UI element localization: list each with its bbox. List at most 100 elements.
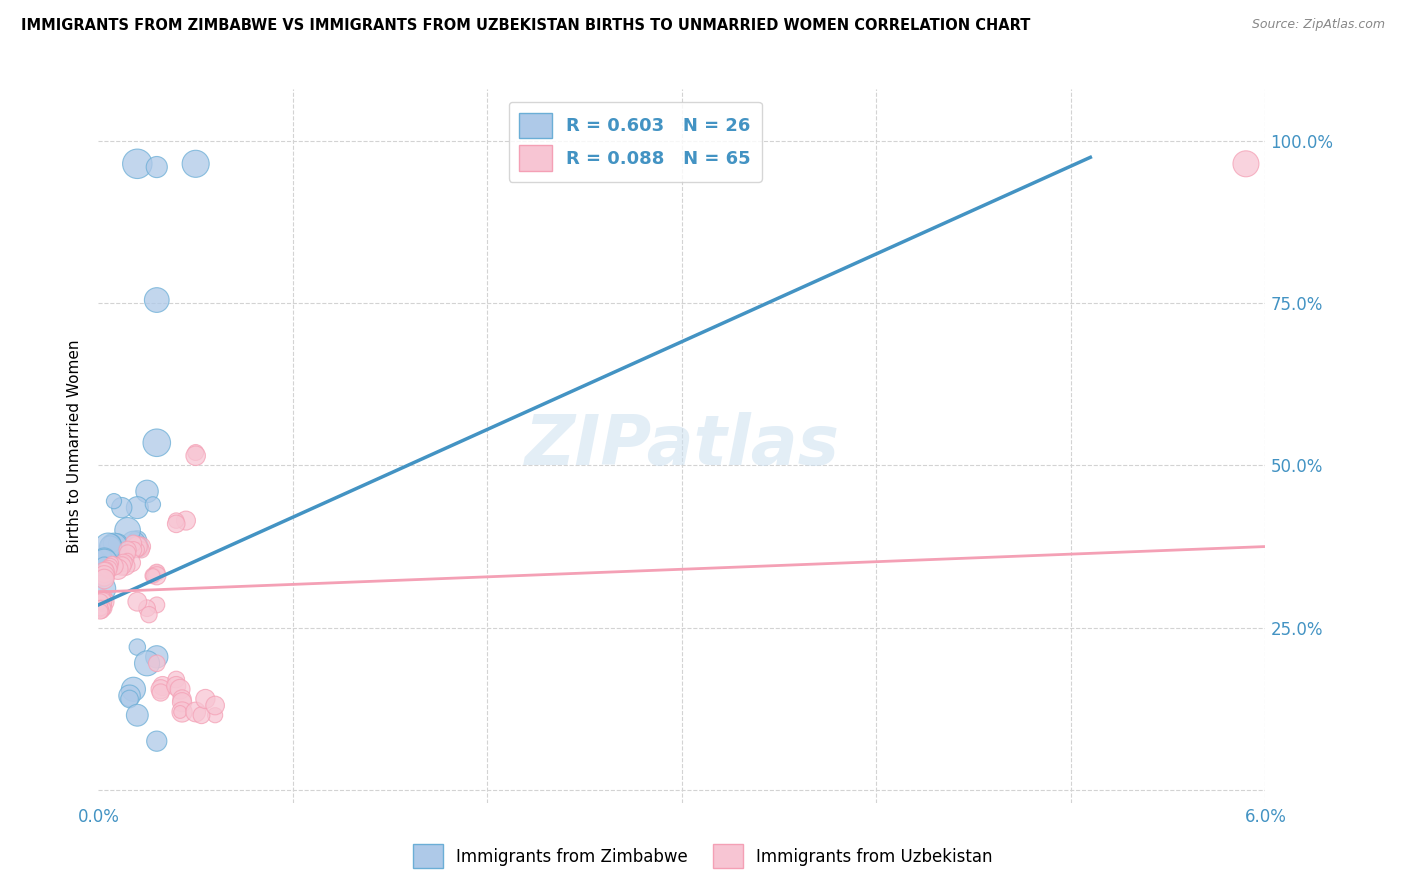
Point (127, 540, 149, 554)
Point (93, 566, 115, 580)
Point (149, 682, 172, 697)
Point (89, 595, 111, 609)
Text: ZIPatlas: ZIPatlas (524, 412, 839, 480)
Point (111, 559, 134, 574)
Point (165, 516, 187, 531)
Point (146, 435, 169, 450)
Point (136, 601, 159, 615)
Point (93, 595, 115, 609)
Point (136, 657, 159, 671)
Point (91, 604, 114, 618)
Point (91, 568, 114, 582)
Point (91, 582, 114, 596)
Text: Source: ZipAtlas.com: Source: ZipAtlas.com (1251, 18, 1385, 31)
Point (146, 160, 169, 174)
Point (152, 679, 174, 693)
Point (204, 698, 226, 713)
Point (103, 494, 125, 508)
Point (138, 607, 160, 622)
Point (149, 685, 172, 699)
Point (107, 562, 129, 576)
Point (93, 572, 115, 586)
Point (129, 540, 152, 554)
Legend: R = 0.603   N = 26, R = 0.088   N = 65: R = 0.603 N = 26, R = 0.088 N = 65 (509, 102, 762, 182)
Point (107, 536, 129, 550)
Point (170, 692, 193, 706)
Point (118, 692, 141, 706)
Point (93, 556, 115, 570)
Point (111, 500, 134, 515)
Point (117, 542, 139, 557)
Point (118, 689, 141, 703)
Point (146, 293, 169, 307)
Point (194, 692, 217, 706)
Point (93, 598, 115, 612)
Point (127, 540, 149, 554)
Point (91, 591, 114, 606)
Point (170, 705, 193, 719)
Point (91, 595, 114, 609)
Point (114, 556, 136, 570)
Point (169, 682, 191, 697)
Point (93, 559, 115, 574)
Point (184, 157, 207, 171)
Point (127, 500, 149, 515)
Point (146, 566, 169, 580)
Point (184, 449, 207, 463)
Point (121, 556, 143, 570)
Point (103, 559, 125, 574)
Point (142, 568, 165, 582)
Text: IMMIGRANTS FROM ZIMBABWE VS IMMIGRANTS FROM UZBEKISTAN BIRTHS TO UNMARRIED WOMEN: IMMIGRANTS FROM ZIMBABWE VS IMMIGRANTS F… (21, 18, 1031, 33)
Point (98, 540, 121, 554)
Point (142, 497, 165, 511)
Point (146, 598, 169, 612)
Point (93, 549, 115, 564)
Point (103, 540, 125, 554)
Point (146, 568, 169, 582)
Point (117, 552, 139, 566)
Point (122, 542, 145, 557)
Point (122, 536, 145, 550)
Point (114, 559, 136, 574)
Point (129, 542, 152, 557)
Point (142, 568, 165, 582)
Point (117, 524, 139, 538)
Point (184, 705, 207, 719)
Y-axis label: Births to Unmarried Women: Births to Unmarried Women (67, 339, 83, 553)
Point (165, 679, 187, 693)
Point (127, 542, 149, 557)
Point (93, 601, 115, 615)
Point (184, 445, 207, 459)
Point (204, 708, 226, 723)
Point (98, 559, 121, 574)
Point (96, 562, 118, 576)
Point (127, 708, 149, 723)
Point (146, 657, 169, 671)
Point (165, 514, 187, 528)
Point (89, 601, 111, 615)
Point (91, 601, 114, 615)
Point (146, 734, 169, 748)
Point (136, 484, 159, 499)
Point (112, 556, 135, 570)
Point (165, 673, 187, 687)
Point (89, 604, 111, 618)
Point (127, 157, 149, 171)
Point (174, 514, 197, 528)
Point (97, 540, 120, 554)
Point (170, 695, 193, 709)
Point (101, 536, 124, 550)
Point (127, 533, 149, 547)
Point (93, 591, 115, 606)
Point (93, 552, 115, 566)
Point (122, 536, 145, 550)
Point (101, 556, 124, 570)
Point (146, 566, 169, 580)
Point (169, 705, 191, 719)
Point (190, 708, 212, 723)
Point (1234, 157, 1257, 171)
Point (127, 595, 149, 609)
Point (117, 546, 139, 560)
Point (122, 682, 145, 697)
Point (97, 562, 120, 576)
